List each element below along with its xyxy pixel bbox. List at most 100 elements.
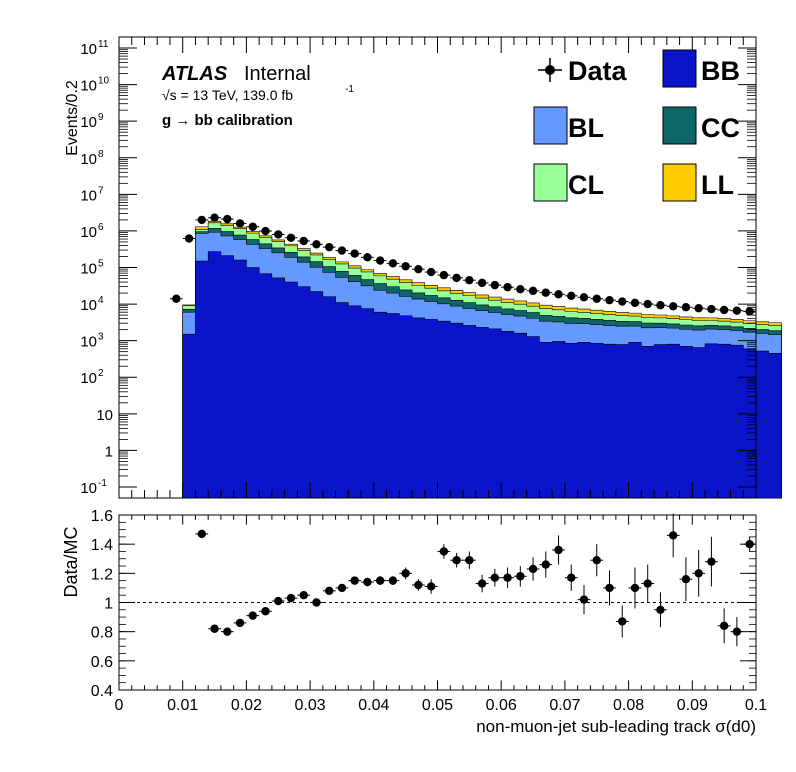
legend-entry-data: Data <box>538 56 628 86</box>
x-tick-label: 0.08 <box>613 697 644 714</box>
ratio-point <box>590 544 604 577</box>
data-point-marker <box>197 215 207 225</box>
x-tick-label: 0.03 <box>295 697 326 714</box>
legend-entry-bb: BB <box>662 49 740 88</box>
y-tick-label: 10 <box>80 41 97 58</box>
data-point-marker <box>414 264 423 274</box>
legend-label-data: Data <box>568 56 628 86</box>
atlas-label: ATLAS <box>161 63 228 85</box>
data-point-marker <box>312 240 321 249</box>
data-point <box>539 288 553 297</box>
legend-entry-bl: BL <box>533 106 604 145</box>
data-point <box>182 234 196 243</box>
ratio-point-marker <box>363 577 372 587</box>
data-point-marker <box>554 290 563 299</box>
data-point-marker <box>528 286 538 296</box>
x-axis-label: non-muon-jet sub-leading track σ(d0) <box>476 717 756 736</box>
data-point-marker <box>465 275 474 285</box>
data-point-marker <box>630 298 640 308</box>
data-point-marker <box>694 304 703 313</box>
x-tick-label: 0.09 <box>677 697 708 714</box>
y-tick-label: 10 <box>80 480 97 497</box>
x-tick-label: 0.04 <box>358 697 389 714</box>
data-point-marker <box>184 234 194 243</box>
ratio-y-tick-label: 1.6 <box>91 508 113 525</box>
ratio-y-tick-label: 1.2 <box>91 566 113 583</box>
x-tick-label: 0.07 <box>549 697 580 714</box>
x-tick-label: 0 <box>115 697 124 714</box>
data-point <box>717 305 731 315</box>
data-point <box>705 304 718 314</box>
ratio-point <box>654 592 667 628</box>
data-point <box>399 262 413 271</box>
y-tick-label: 10 <box>80 78 97 95</box>
ratio-point <box>246 611 260 620</box>
ratio-point-marker <box>490 573 500 582</box>
data-point <box>233 219 247 228</box>
data-point-marker <box>516 285 525 294</box>
legend-label-bl: BL <box>568 113 604 143</box>
data-point <box>322 242 336 252</box>
stacked-histogram <box>182 220 782 499</box>
ratio-point <box>322 586 336 596</box>
ratio-point-marker <box>286 593 296 603</box>
data-point <box>743 307 756 316</box>
legend-swatch-cc <box>662 106 697 145</box>
data-point <box>437 270 451 280</box>
data-point-marker <box>223 214 232 224</box>
y-tick-exponent: 8 <box>98 149 104 160</box>
y-tick-label: 10 <box>80 334 97 351</box>
data-point <box>692 304 706 313</box>
ratio-point-marker <box>299 591 308 600</box>
data-point <box>373 256 387 265</box>
ratio-point <box>195 529 209 539</box>
data-point <box>654 301 667 310</box>
data-point <box>259 226 272 236</box>
main-x-axis-ticks <box>118 37 757 498</box>
y-tick-exponent: -1 <box>98 478 107 489</box>
y-tick-label: 10 <box>80 151 97 168</box>
data-point <box>246 222 260 231</box>
data-point-marker <box>503 282 512 292</box>
ratio-y-tick-label: 1 <box>104 596 113 613</box>
y-tick-exponent: 7 <box>98 185 104 196</box>
data-point-marker <box>707 304 716 314</box>
ratio-point-marker <box>541 560 550 569</box>
data-point-marker <box>605 295 614 305</box>
legend-entry-ll: LL <box>662 163 734 202</box>
data-point-marker <box>745 307 754 316</box>
ratio-point-marker <box>261 607 270 616</box>
data-point <box>488 280 502 290</box>
data-point-marker <box>426 267 436 277</box>
data-point <box>628 298 642 308</box>
ratio-point <box>386 576 400 585</box>
ratio-y-tick-label: 0.6 <box>91 654 113 671</box>
ratio-point-marker <box>618 617 627 626</box>
data-point-marker <box>235 219 245 228</box>
ratio-point <box>641 564 655 603</box>
ratio-point <box>705 536 718 587</box>
legend-entry-cc: CC <box>662 106 740 145</box>
data-point-marker <box>719 305 729 315</box>
ratio-point-marker <box>426 582 436 591</box>
ratio-point <box>259 607 272 616</box>
ratio-point-marker <box>477 579 487 588</box>
y-tick-label: 10 <box>80 261 97 278</box>
ratio-point <box>233 618 247 628</box>
data-point-marker <box>363 253 372 262</box>
legend-label-ll: LL <box>701 170 734 200</box>
ratio-point-marker <box>503 573 512 582</box>
y-tick-label: 10 <box>80 370 97 387</box>
data-point-marker <box>325 242 334 252</box>
y-tick-label: 10 <box>80 224 97 241</box>
data-point-marker <box>490 280 500 290</box>
data-point <box>666 302 680 311</box>
y-tick-label: 10 <box>80 297 97 314</box>
data-point-marker <box>261 226 270 236</box>
ratio-point <box>412 579 425 591</box>
data-point <box>284 233 298 242</box>
legend-label-cc: CC <box>701 113 740 143</box>
ratio-point <box>539 551 553 578</box>
y-tick-exponent: 10 <box>98 76 110 87</box>
